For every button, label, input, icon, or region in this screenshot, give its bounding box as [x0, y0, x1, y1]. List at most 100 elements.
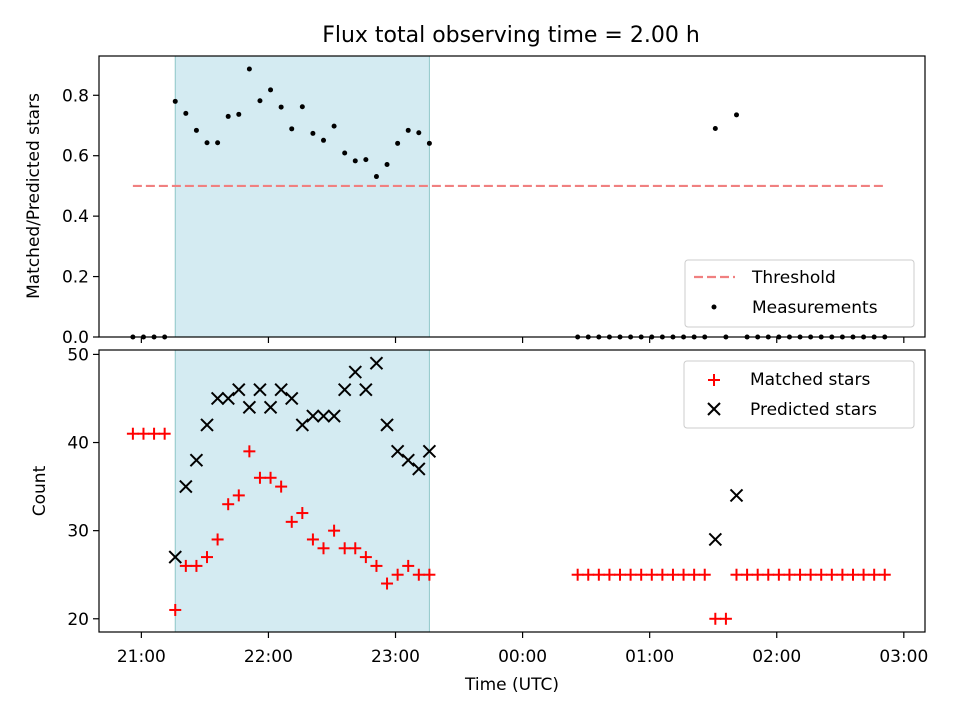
measurement-point: [405, 127, 411, 133]
matched-star-point: [751, 568, 764, 581]
cross-b: [200, 418, 214, 432]
cross-b: [412, 462, 426, 476]
predicted-star-point: [337, 382, 352, 397]
count-x-axis-ticks: 21:00 22:00 23:00 00:00 01:00 02:00 03:00: [117, 632, 928, 667]
predicted-star-point: [274, 382, 288, 397]
matched-star-point: [211, 533, 224, 546]
measurement-point: [734, 112, 740, 118]
measurement-point: [373, 174, 379, 180]
matched-star-point: [571, 568, 584, 581]
matched-star-point: [836, 568, 849, 581]
x-tick-label: 00:00: [498, 647, 547, 667]
y-tick-label: 0.2: [62, 268, 89, 288]
x-tick-label: 21:00: [117, 647, 166, 667]
matched-star-point: [402, 559, 415, 572]
predicted-star-point: [253, 382, 267, 397]
matched-star-point: [158, 427, 171, 440]
y-tick-label: 30: [67, 522, 89, 542]
count-y-axis-label: Count: [30, 465, 50, 516]
matched-star-point: [624, 568, 637, 581]
measurement-point: [172, 98, 178, 104]
legend-predicted-label: Predicted stars: [750, 400, 877, 420]
measurement-point: [257, 98, 263, 104]
cross-b: [232, 382, 246, 397]
predicted-star-point: [390, 444, 405, 459]
cross-b: [285, 391, 299, 406]
y-tick-label: 0.0: [62, 328, 89, 348]
predicted-star-point: [168, 550, 182, 564]
ratio-x-axis-ticks: [140, 337, 905, 343]
matched-star-point: [741, 568, 754, 581]
matched-star-point: [582, 568, 595, 581]
matched-star-point: [825, 568, 838, 581]
predicted-star-point: [295, 418, 310, 432]
predicted-star-point: [306, 409, 320, 423]
predicted-star-point: [263, 400, 278, 414]
predicted-star-point: [221, 391, 235, 406]
measurement-point: [331, 123, 337, 129]
measurement-point: [426, 140, 432, 146]
matched-star-point: [709, 612, 722, 625]
matched-star-point: [878, 568, 891, 581]
measurement-point: [246, 66, 252, 72]
matched-star-point: [285, 515, 298, 528]
observing-window-shade-bottom: [174, 349, 430, 633]
matched-star-point: [338, 542, 351, 555]
matched-star-point: [296, 507, 309, 520]
matched-star-point: [846, 568, 859, 581]
predicted-star-point: [210, 391, 225, 406]
measurement-point: [236, 111, 242, 117]
measurement-point: [268, 87, 274, 93]
matched-star-point: [412, 568, 425, 581]
matched-star-point: [264, 471, 277, 484]
matched-star-point: [698, 568, 711, 581]
predicted-star-point: [401, 453, 415, 467]
ratio-y-axis-label: Matched/Predicted stars: [24, 93, 44, 299]
measurement-point: [289, 126, 295, 132]
matched-star-point: [190, 559, 203, 572]
cross-b: [708, 532, 723, 547]
predicted-star-point: [179, 479, 193, 494]
y-tick-label: 50: [67, 345, 89, 365]
matched-star-point: [614, 568, 627, 581]
cross-b: [401, 453, 415, 467]
matched-star-point: [148, 427, 161, 440]
x-tick-label: 23:00: [371, 647, 420, 667]
matched-star-point: [783, 568, 796, 581]
predicted-star-point: [242, 400, 257, 414]
matched-star-point: [762, 568, 775, 581]
count-panel: 20 30 40 50 21:00 22:00 23:00 00:00 01:00 02:00 0…: [30, 345, 928, 695]
cross-b: [369, 356, 384, 370]
matched-star-point: [804, 568, 817, 581]
predicted-star-point: [189, 453, 204, 467]
shaded-window: [174, 55, 430, 338]
count-y-axis-ticks: 20 30 40 50: [67, 345, 99, 630]
predicted-star-point: [232, 382, 246, 397]
matched-star-point: [666, 568, 679, 581]
cross-b: [221, 391, 235, 406]
predicted-star-point: [729, 488, 744, 503]
legend-threshold-label: Threshold: [751, 268, 836, 288]
matched-star-point: [868, 568, 881, 581]
matched-star-point: [656, 568, 669, 581]
count-legend-box: [683, 360, 915, 429]
measurement-point: [310, 130, 316, 136]
measurement-point: [183, 110, 189, 116]
measurement-point: [278, 104, 284, 110]
measurement-point: [299, 104, 305, 110]
ratio-panel-frame: [98, 55, 926, 338]
predicted-star-point: [348, 365, 362, 379]
x-tick-label: 03:00: [879, 647, 928, 667]
legend-matched-label: Matched stars: [750, 370, 870, 390]
cross-b: [306, 409, 320, 423]
cross-b: [179, 479, 193, 494]
cross-b: [390, 444, 405, 459]
cross-b: [189, 453, 204, 467]
cross-b: [348, 365, 362, 379]
legend-measurements-swatch: [711, 304, 717, 310]
matched-star-point: [603, 568, 616, 581]
predicted-star-point: [327, 409, 341, 423]
matched-star-point: [391, 568, 404, 581]
measurement-point: [342, 150, 348, 156]
